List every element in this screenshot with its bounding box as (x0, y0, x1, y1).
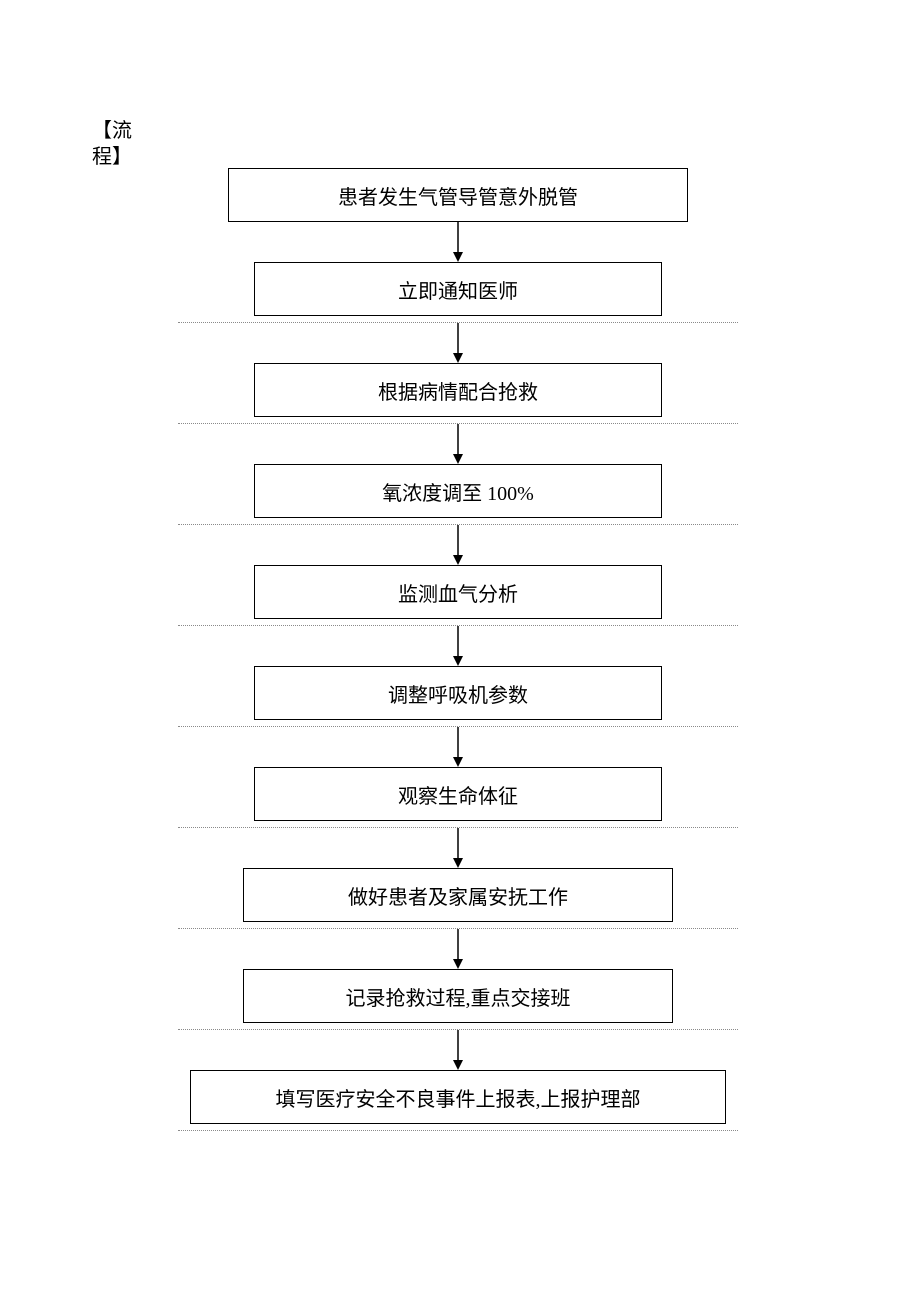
arrow-down-icon (451, 222, 465, 262)
arrow-down-icon (451, 323, 465, 363)
arrow-down-icon (451, 727, 465, 767)
arrow-down-icon (451, 929, 465, 969)
flow-node: 填写医疗安全不良事件上报表,上报护理部 (190, 1070, 726, 1124)
flow-node: 立即通知医师 (254, 262, 662, 316)
flow-node: 观察生命体征 (254, 767, 662, 821)
flowchart-container: 患者发生气管导管意外脱管 立即通知医师 根据病情配合抢救 氧浓度调至 100% … (178, 168, 738, 1131)
flow-node: 记录抢救过程,重点交接班 (243, 969, 673, 1023)
arrow-down-icon (451, 1030, 465, 1070)
arrow-down-icon (451, 626, 465, 666)
flow-node: 患者发生气管导管意外脱管 (228, 168, 688, 222)
arrow-down-icon (451, 424, 465, 464)
flow-node: 调整呼吸机参数 (254, 666, 662, 720)
flow-node: 氧浓度调至 100% (254, 464, 662, 518)
flow-node: 做好患者及家属安抚工作 (243, 868, 673, 922)
arrow-down-icon (451, 828, 465, 868)
flow-node: 监测血气分析 (254, 565, 662, 619)
dotted-divider (178, 1128, 738, 1131)
flow-node: 根据病情配合抢救 (254, 363, 662, 417)
arrow-down-icon (451, 525, 465, 565)
section-label: 【流程】 (88, 118, 136, 170)
